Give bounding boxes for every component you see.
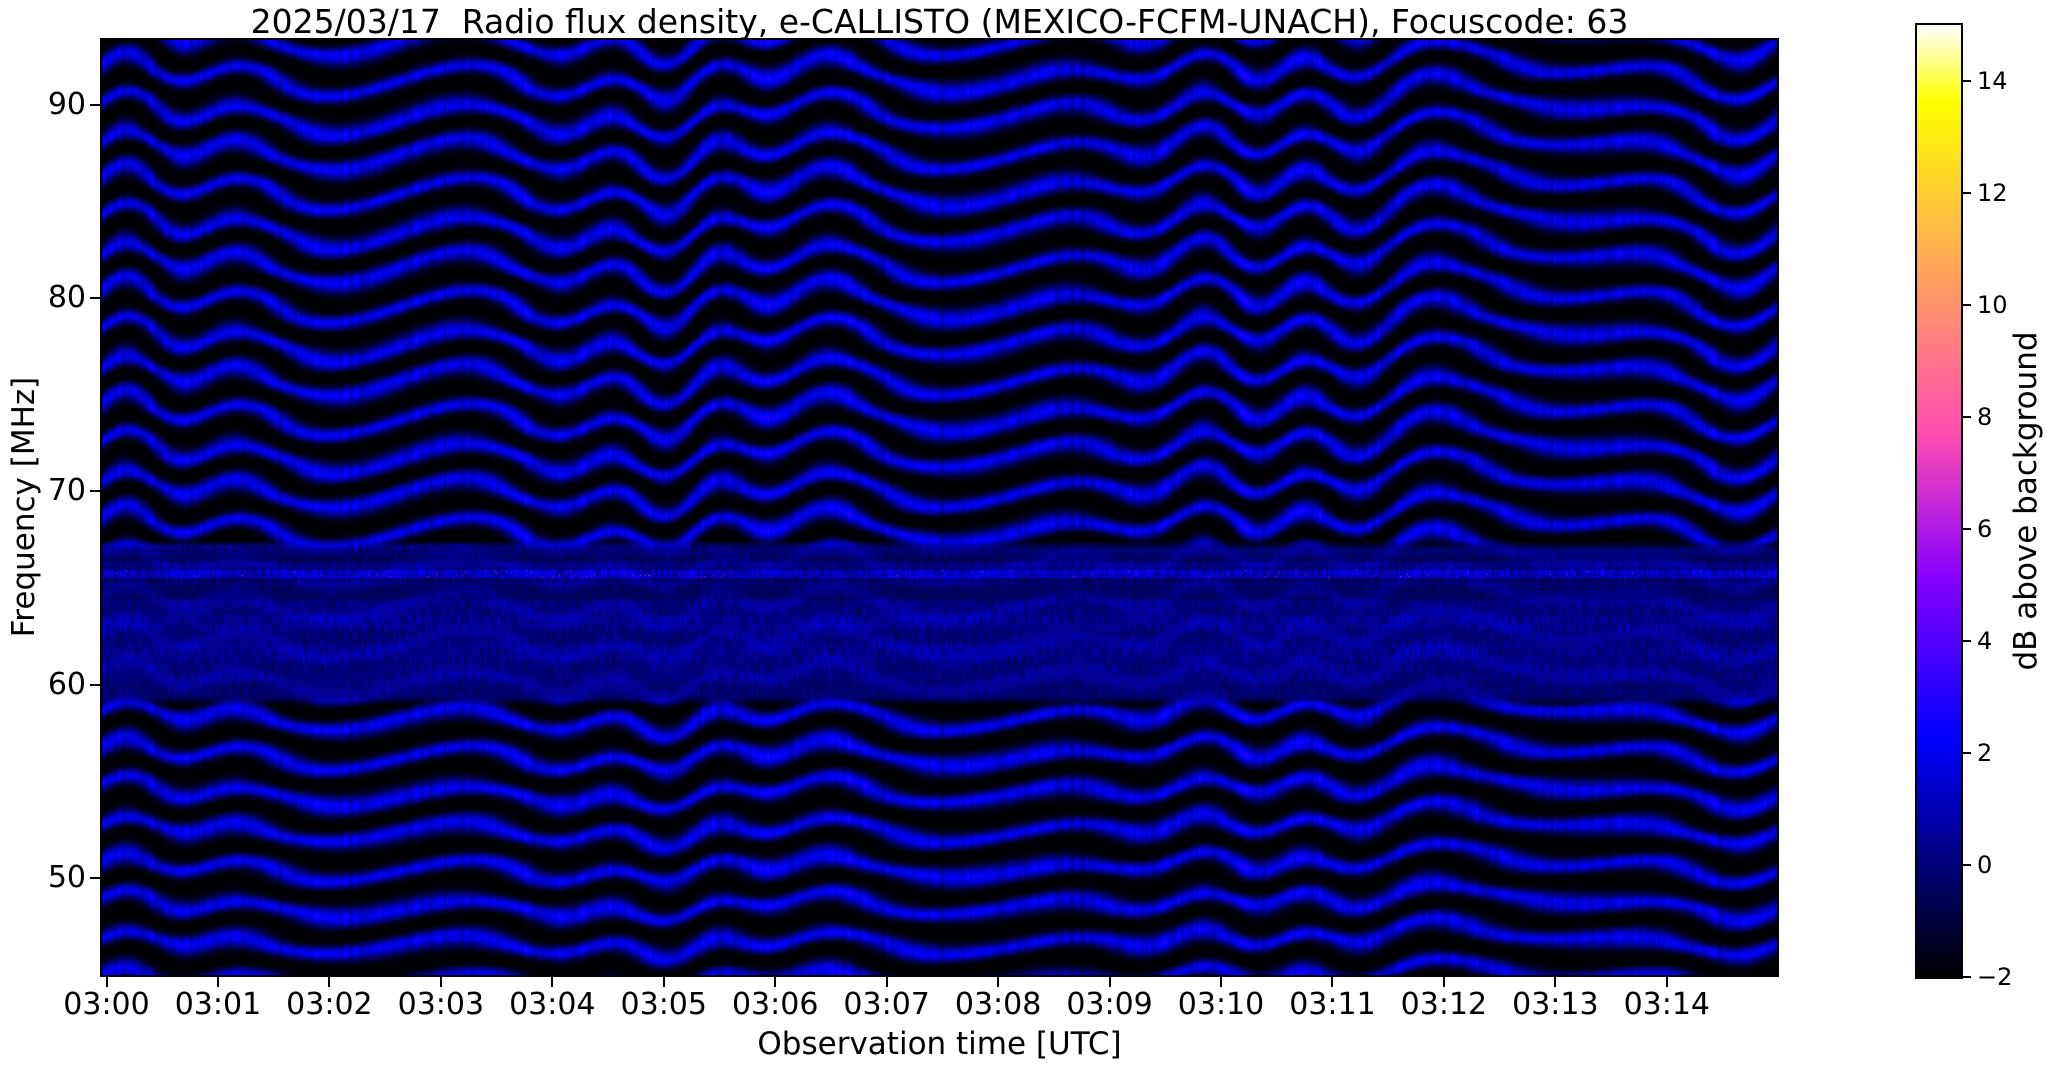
x-tick-mark xyxy=(1554,977,1557,987)
y-tick-mark xyxy=(90,876,102,879)
x-tick-label: 03:08 xyxy=(954,987,1042,1022)
x-tick-label: 03:02 xyxy=(286,987,373,1022)
colorbar-tick-label: 10 xyxy=(1977,291,2008,319)
plot-title: 2025/03/17 Radio flux density, e-CALLIST… xyxy=(250,2,1629,41)
x-tick-mark xyxy=(105,977,108,987)
colorbar-tick-label: 6 xyxy=(1977,515,1993,543)
x-tick-label: 03:07 xyxy=(843,987,930,1022)
x-tick-label: 03:01 xyxy=(174,987,262,1022)
colorbar-tick-mark xyxy=(1963,416,1971,418)
colorbar-tick-mark xyxy=(1963,192,1971,194)
x-tick-label: 03:13 xyxy=(1512,987,1599,1022)
y-tick-mark xyxy=(90,490,102,493)
x-tick-label: 03:03 xyxy=(397,987,485,1022)
x-tick-mark xyxy=(216,977,219,987)
x-tick-mark xyxy=(662,977,665,987)
colorbar-tick-mark xyxy=(1963,528,1971,530)
x-tick-label: 03:11 xyxy=(1289,987,1376,1022)
x-tick-mark xyxy=(1220,977,1222,987)
spectrogram-canvas xyxy=(102,40,1777,975)
y-tick-label: 50 xyxy=(47,859,86,895)
colorbar-tick-mark xyxy=(1963,864,1971,866)
x-tick-label: 03:10 xyxy=(1177,987,1265,1022)
y-axis-label: Frequency [MHz] xyxy=(6,376,42,638)
x-tick-label: 03:04 xyxy=(509,987,596,1022)
colorbar-tick-mark xyxy=(1963,304,1971,306)
colorbar-canvas xyxy=(1917,25,1961,977)
x-tick-label: 03:14 xyxy=(1623,987,1711,1022)
colorbar-tick-label: −2 xyxy=(1977,963,2013,991)
x-tick-mark xyxy=(774,977,777,987)
colorbar-tick-label: 8 xyxy=(1977,403,1993,431)
y-tick-label: 60 xyxy=(47,666,86,702)
colorbar-tick-mark xyxy=(1963,640,1971,642)
x-tick-label: 03:12 xyxy=(1400,987,1488,1022)
x-tick-mark xyxy=(328,977,331,987)
colorbar-tick-mark xyxy=(1963,80,1971,82)
x-axis-label: Observation time [UTC] xyxy=(757,1026,1122,1062)
y-tick-label: 70 xyxy=(47,473,86,509)
colorbar-tick-label: 0 xyxy=(1977,851,1993,879)
x-tick-mark xyxy=(997,977,1000,987)
x-tick-mark xyxy=(439,977,442,987)
colorbar-tick-label: 4 xyxy=(1977,627,1993,655)
y-tick-label: 90 xyxy=(47,86,86,122)
colorbar-tick-mark xyxy=(1963,976,1971,978)
colorbar-label: dB above background xyxy=(2008,331,2044,671)
x-tick-mark xyxy=(885,977,888,987)
colorbar-tick-label: 14 xyxy=(1977,67,2008,95)
plot-frame xyxy=(100,38,1779,977)
x-tick-mark xyxy=(1665,977,1668,987)
colorbar-tick-label: 12 xyxy=(1977,179,2008,207)
y-tick-mark xyxy=(90,297,102,300)
y-tick-mark xyxy=(90,683,102,686)
colorbar-tick-label: 2 xyxy=(1977,739,1993,767)
colorbar-frame xyxy=(1915,23,1963,979)
x-tick-label: 03:09 xyxy=(1066,987,1153,1022)
colorbar-tick-mark xyxy=(1963,752,1971,754)
y-tick-mark xyxy=(90,103,102,106)
x-tick-mark xyxy=(551,977,554,987)
x-tick-mark xyxy=(1442,977,1445,987)
x-tick-label: 03:06 xyxy=(731,987,819,1022)
x-tick-label: 03:00 xyxy=(63,987,150,1022)
x-tick-mark xyxy=(1331,977,1334,987)
x-tick-label: 03:05 xyxy=(620,987,707,1022)
y-tick-label: 80 xyxy=(47,280,86,316)
x-tick-mark xyxy=(1108,977,1111,987)
